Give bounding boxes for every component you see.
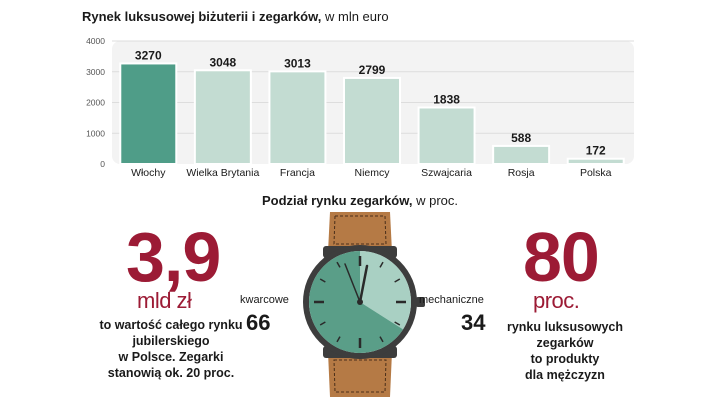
watch-pie-chart [303, 212, 425, 397]
bar [193, 69, 252, 165]
chart-title-main: Rynek luksusowej biżuterii i zegarków, [82, 9, 322, 24]
watch-center-pin [357, 299, 363, 305]
pie-slice-mechanical [360, 251, 411, 330]
bar-value-label: 588 [511, 131, 531, 145]
watch-strap-bottom [328, 352, 392, 397]
bar-value-label: 172 [586, 144, 606, 158]
bar [343, 76, 401, 165]
watch-tick [394, 278, 401, 283]
bar [268, 70, 327, 165]
watch-tick [319, 278, 326, 283]
category-label: Szwajcaria [421, 167, 472, 179]
right-desc-line: rynku luksusowych [506, 320, 623, 334]
bar-value-label: 1838 [433, 92, 460, 106]
left-stat-unit: mld zł [137, 288, 192, 313]
y-tick-label: 1000 [86, 128, 105, 138]
pie-title: Podział rynku zegarków, w proc. [0, 193, 720, 208]
y-tick-label: 4000 [86, 36, 105, 46]
category-label: Rosja [508, 167, 535, 179]
chart-title-unit: w mln euro [321, 9, 389, 24]
chart-title: Rynek luksusowej biżuterii i zegarków, w… [82, 9, 389, 24]
bar-chart: 0 1000 2000 3000 4000 3270 Włochy 3048 Wielka Br… [86, 36, 634, 179]
watch-minute-hand [344, 263, 361, 303]
right-stat-unit: proc. [533, 288, 580, 313]
watch-tick [379, 261, 384, 268]
left-desc-line: stanowią ok. 20 proc. [107, 366, 235, 380]
bar [417, 106, 476, 165]
left-stat-value: 3,9 [126, 218, 221, 296]
watch-strap-top [328, 212, 392, 252]
left-stat-description: to wartość całego rynku jubilerskiego w … [85, 317, 257, 381]
category-label: Polska [580, 167, 612, 179]
watch-tick [319, 321, 326, 326]
watch-tick [394, 321, 401, 326]
mechanical-label: mechaniczne [419, 294, 484, 306]
watch-ticks [314, 256, 406, 348]
right-desc-line: to produkty [530, 352, 600, 366]
left-desc-line: jubilerskiego [132, 334, 210, 348]
bar [119, 62, 178, 165]
bar-value-label: 3270 [135, 48, 162, 62]
watch-hour-hand [358, 264, 369, 304]
category-label: Francja [280, 167, 315, 179]
bar [492, 144, 551, 166]
bar-value-label: 3048 [210, 55, 237, 69]
watch-crown [416, 297, 425, 307]
pie-title-main: Podział rynku zegarków, [261, 193, 413, 208]
left-desc-line: to wartość całego rynku [99, 318, 243, 332]
y-tick-label: 3000 [86, 67, 105, 77]
left-desc-line: w Polsce. Zegarki [118, 350, 224, 364]
category-label: Niemcy [354, 167, 390, 179]
y-tick-label: 0 [100, 159, 105, 169]
right-desc-line: dla mężczyzn [525, 368, 605, 382]
pie-title-unit: w proc. [412, 193, 459, 208]
bar-value-label: 3013 [284, 56, 311, 70]
watch-tick [336, 261, 341, 268]
pie-slice-quartz [309, 251, 404, 353]
mechanical-value: 34 [461, 310, 486, 335]
right-desc-line: zegarków [536, 336, 594, 350]
right-stat-value: 80 [523, 218, 600, 296]
quartz-value: 66 [246, 310, 271, 335]
watch-tick [336, 336, 341, 343]
y-tick-label: 2000 [86, 98, 105, 108]
bar [566, 157, 625, 165]
watch-tick [379, 336, 384, 343]
right-stat-description: rynku luksusowych zegarków to produkty d… [490, 319, 640, 383]
category-label: Wielka Brytania [186, 167, 259, 179]
quartz-label: kwarcowe [240, 294, 289, 306]
category-label: Włochy [131, 167, 166, 179]
bar-value-label: 2799 [359, 63, 386, 77]
